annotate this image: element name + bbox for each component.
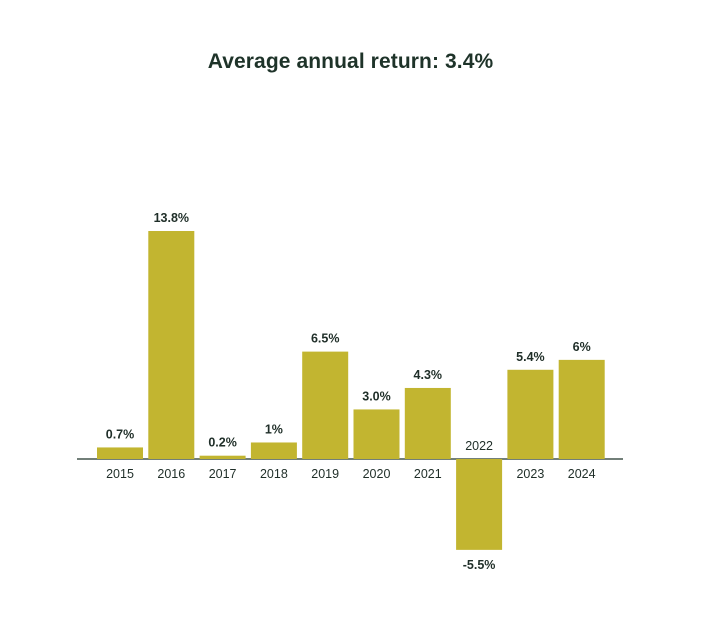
data-label-2019: 6.5% [311,332,340,346]
x-tick-label-2017: 2017 [209,467,237,481]
x-tick-label-2019: 2019 [311,467,339,481]
data-label-2022: -5.5% [463,558,496,572]
x-tick-label-2023: 2023 [516,467,544,481]
bar-2020 [353,409,400,459]
x-tick-label-2024: 2024 [568,467,596,481]
bar-2021 [404,387,451,459]
chart-title: Average annual return: 3.4% [207,50,494,73]
data-label-2024: 6% [573,340,591,354]
x-tick-label-2018: 2018 [260,467,288,481]
data-label-2023: 5.4% [516,350,545,364]
bar-2022 [456,459,503,550]
bar-2024 [558,359,605,459]
bar-2016 [148,231,195,459]
x-tick-label-2021: 2021 [414,467,442,481]
bar-2023 [507,369,554,459]
data-label-2020: 3.0% [362,389,391,403]
data-label-2017: 0.2% [208,436,237,450]
bar-2017 [199,455,246,459]
bar-2018 [250,442,297,459]
bar-2019 [302,351,349,459]
data-label-2016: 13.8% [154,211,189,225]
data-label-2018: 1% [265,422,283,436]
x-tick-label-2022: 2022 [465,439,493,453]
x-tick-label-2015: 2015 [106,467,134,481]
x-tick-label-2016: 2016 [157,467,185,481]
x-tick-label-2020: 2020 [363,467,391,481]
data-label-2021: 4.3% [414,368,443,382]
data-label-2015: 0.7% [106,427,135,441]
bar-2015 [97,447,143,459]
